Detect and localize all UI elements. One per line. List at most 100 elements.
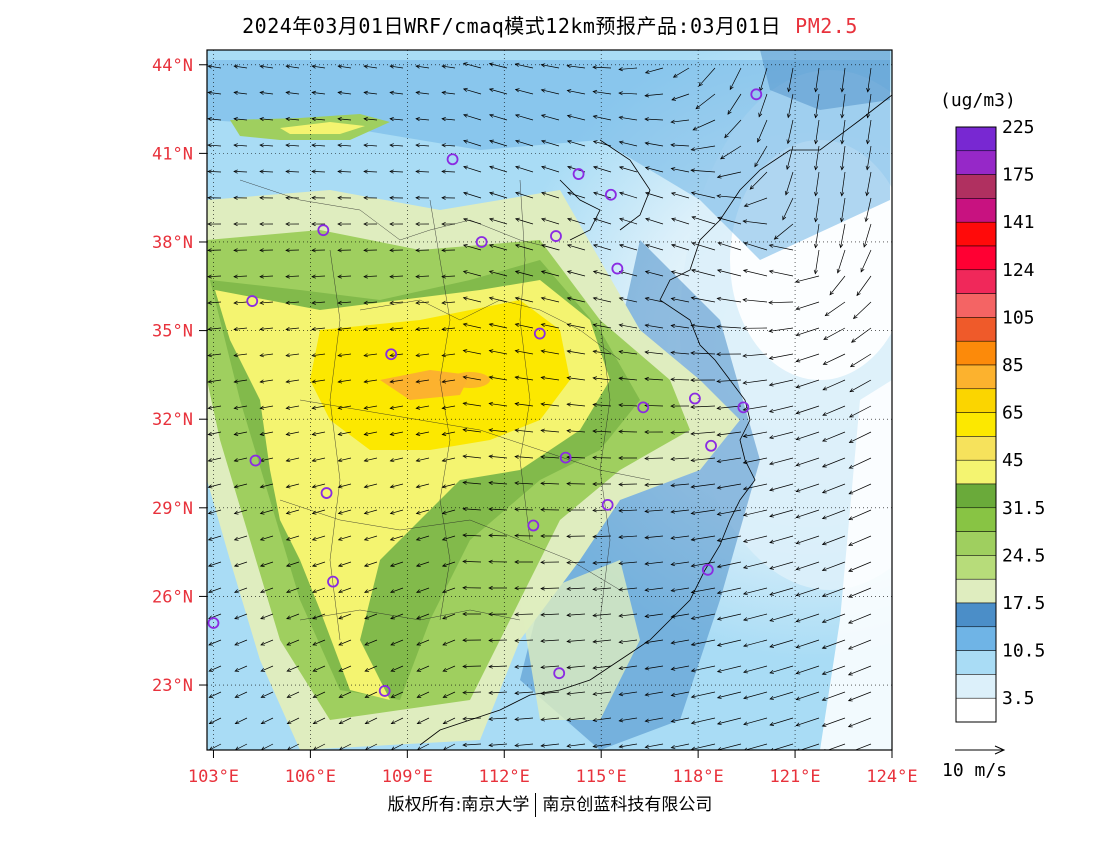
wind-arrowhead xyxy=(795,644,801,649)
wind-vector xyxy=(796,561,820,570)
colorbar-label: 10.5 xyxy=(1002,641,1045,662)
wind-arrowhead xyxy=(821,463,827,468)
wind-vector xyxy=(489,271,508,277)
wind-vector xyxy=(515,114,534,121)
wind-vector xyxy=(390,457,404,462)
wind-vector xyxy=(364,587,378,593)
wind-arrowhead xyxy=(644,429,649,435)
wind-vector xyxy=(416,275,430,278)
wind-arrowhead xyxy=(285,195,290,200)
wind-vector xyxy=(769,561,794,570)
wind-vector xyxy=(286,457,300,462)
wind-arrowhead xyxy=(415,169,420,174)
wind-arrowhead xyxy=(311,458,317,463)
wind-vector xyxy=(208,301,222,304)
lat-label: 26°N xyxy=(152,587,193,607)
wind-vector xyxy=(463,323,482,329)
wind-vector xyxy=(312,639,326,646)
wind-vector xyxy=(567,140,586,147)
wind-vector xyxy=(822,613,846,623)
wind-vector xyxy=(691,192,716,199)
wind-vector xyxy=(286,92,300,95)
wind-vector xyxy=(515,403,534,407)
colorbar-label: 225 xyxy=(1002,117,1035,138)
wind-arrowhead xyxy=(645,191,650,196)
wind-vector xyxy=(671,509,690,513)
wind-vector xyxy=(645,587,664,591)
wind-arrowhead xyxy=(441,248,446,253)
wind-vector xyxy=(489,297,508,303)
wind-vector xyxy=(645,613,664,617)
wind-vector xyxy=(841,67,846,92)
wind-arrowhead xyxy=(742,486,748,491)
wind-vector xyxy=(691,639,716,646)
wind-arrowhead xyxy=(488,296,494,301)
wind-arrowhead xyxy=(690,510,696,516)
wind-arrowhead xyxy=(514,270,520,275)
wind-vector xyxy=(364,92,378,95)
wind-vector xyxy=(769,587,794,596)
wind-arrowhead xyxy=(690,484,696,489)
wind-vector xyxy=(720,145,742,160)
wind-vector xyxy=(796,405,820,414)
wind-vector xyxy=(441,171,456,173)
wind-vector xyxy=(796,379,820,388)
wind-vector xyxy=(260,587,274,593)
wind-arrowhead xyxy=(441,195,446,200)
wind-vector xyxy=(234,457,248,462)
wind-vector xyxy=(691,145,716,151)
wind-arrowhead xyxy=(389,484,395,489)
wind-vector xyxy=(514,613,534,615)
wind-vector xyxy=(769,327,794,332)
wind-arrowhead xyxy=(337,536,343,541)
wind-vector xyxy=(644,457,664,459)
wind-arrowhead xyxy=(285,431,291,436)
wind-vector xyxy=(717,639,742,646)
wind-arrowhead xyxy=(769,487,774,492)
wind-vector xyxy=(365,717,378,725)
wind-arrowhead xyxy=(690,615,696,621)
wind-arrowhead xyxy=(337,405,343,410)
wind-arrowhead xyxy=(285,221,290,227)
wind-arrowhead xyxy=(260,694,266,698)
wind-arrowhead xyxy=(488,454,493,459)
wind-arrowhead xyxy=(840,139,845,145)
wind-arrowhead xyxy=(207,195,212,200)
wind-vector xyxy=(567,324,586,329)
wind-arrowhead xyxy=(848,593,853,598)
wind-vector xyxy=(416,639,430,646)
wind-arrowhead xyxy=(540,665,545,670)
wind-arrowhead xyxy=(260,589,265,594)
wind-vector xyxy=(463,534,482,537)
wind-arrowhead xyxy=(233,431,239,436)
wind-vector xyxy=(390,483,404,488)
wind-vector xyxy=(416,457,430,462)
wind-vector xyxy=(691,269,716,277)
wind-vector xyxy=(416,301,430,304)
wind-arrowhead xyxy=(618,429,623,434)
wind-arrowhead xyxy=(233,563,239,567)
wind-vector xyxy=(593,639,612,643)
wind-arrowhead xyxy=(566,691,571,696)
colorbar-swatch xyxy=(955,674,997,699)
wind-vector xyxy=(312,535,326,541)
wind-vector xyxy=(364,353,378,357)
wind-vector xyxy=(416,535,430,541)
wind-vector xyxy=(769,483,794,491)
wind-vector xyxy=(619,377,638,381)
wind-vector xyxy=(796,483,820,492)
wind-vector xyxy=(390,509,404,514)
wind-vector xyxy=(567,297,586,303)
wind-arrowhead xyxy=(415,143,420,148)
wind-arrowhead xyxy=(540,507,545,512)
wind-vector xyxy=(743,457,768,464)
wind-arrowhead xyxy=(208,720,214,725)
wind-arrowhead xyxy=(441,326,446,332)
wind-vector xyxy=(364,275,378,278)
site-marker xyxy=(689,392,701,405)
wind-arrowhead xyxy=(592,665,598,670)
wind-arrowhead xyxy=(592,296,598,301)
wind-arrowhead xyxy=(769,695,775,700)
wind-vector xyxy=(866,145,872,170)
wind-vector xyxy=(208,561,222,567)
